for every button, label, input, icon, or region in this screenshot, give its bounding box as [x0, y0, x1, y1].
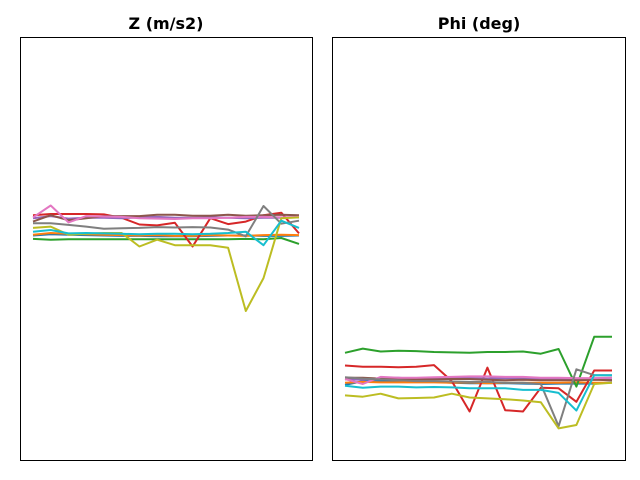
z-plot-frame	[20, 37, 313, 461]
z-panel-title: Z (m/s2)	[129, 14, 204, 33]
z-series-line-9	[32, 216, 300, 312]
z-series-layer	[32, 204, 300, 312]
z-series-line-8	[33, 205, 300, 238]
phi-panel: Phi (deg)	[332, 14, 626, 461]
phi-series-line-3	[344, 335, 612, 388]
phi-plot-frame	[332, 37, 626, 461]
phi-series-line-9	[344, 381, 613, 430]
phi-panel-title: Phi (deg)	[438, 14, 521, 33]
z-series-line-7	[32, 204, 300, 224]
z-series-line-10	[32, 219, 300, 247]
z-panel: Z (m/s2)	[20, 14, 313, 461]
phi-series-layer	[344, 335, 613, 430]
phi-series-line-7	[344, 375, 613, 385]
phi-series-line-8	[344, 368, 612, 428]
phi-series-line-10	[344, 374, 612, 412]
